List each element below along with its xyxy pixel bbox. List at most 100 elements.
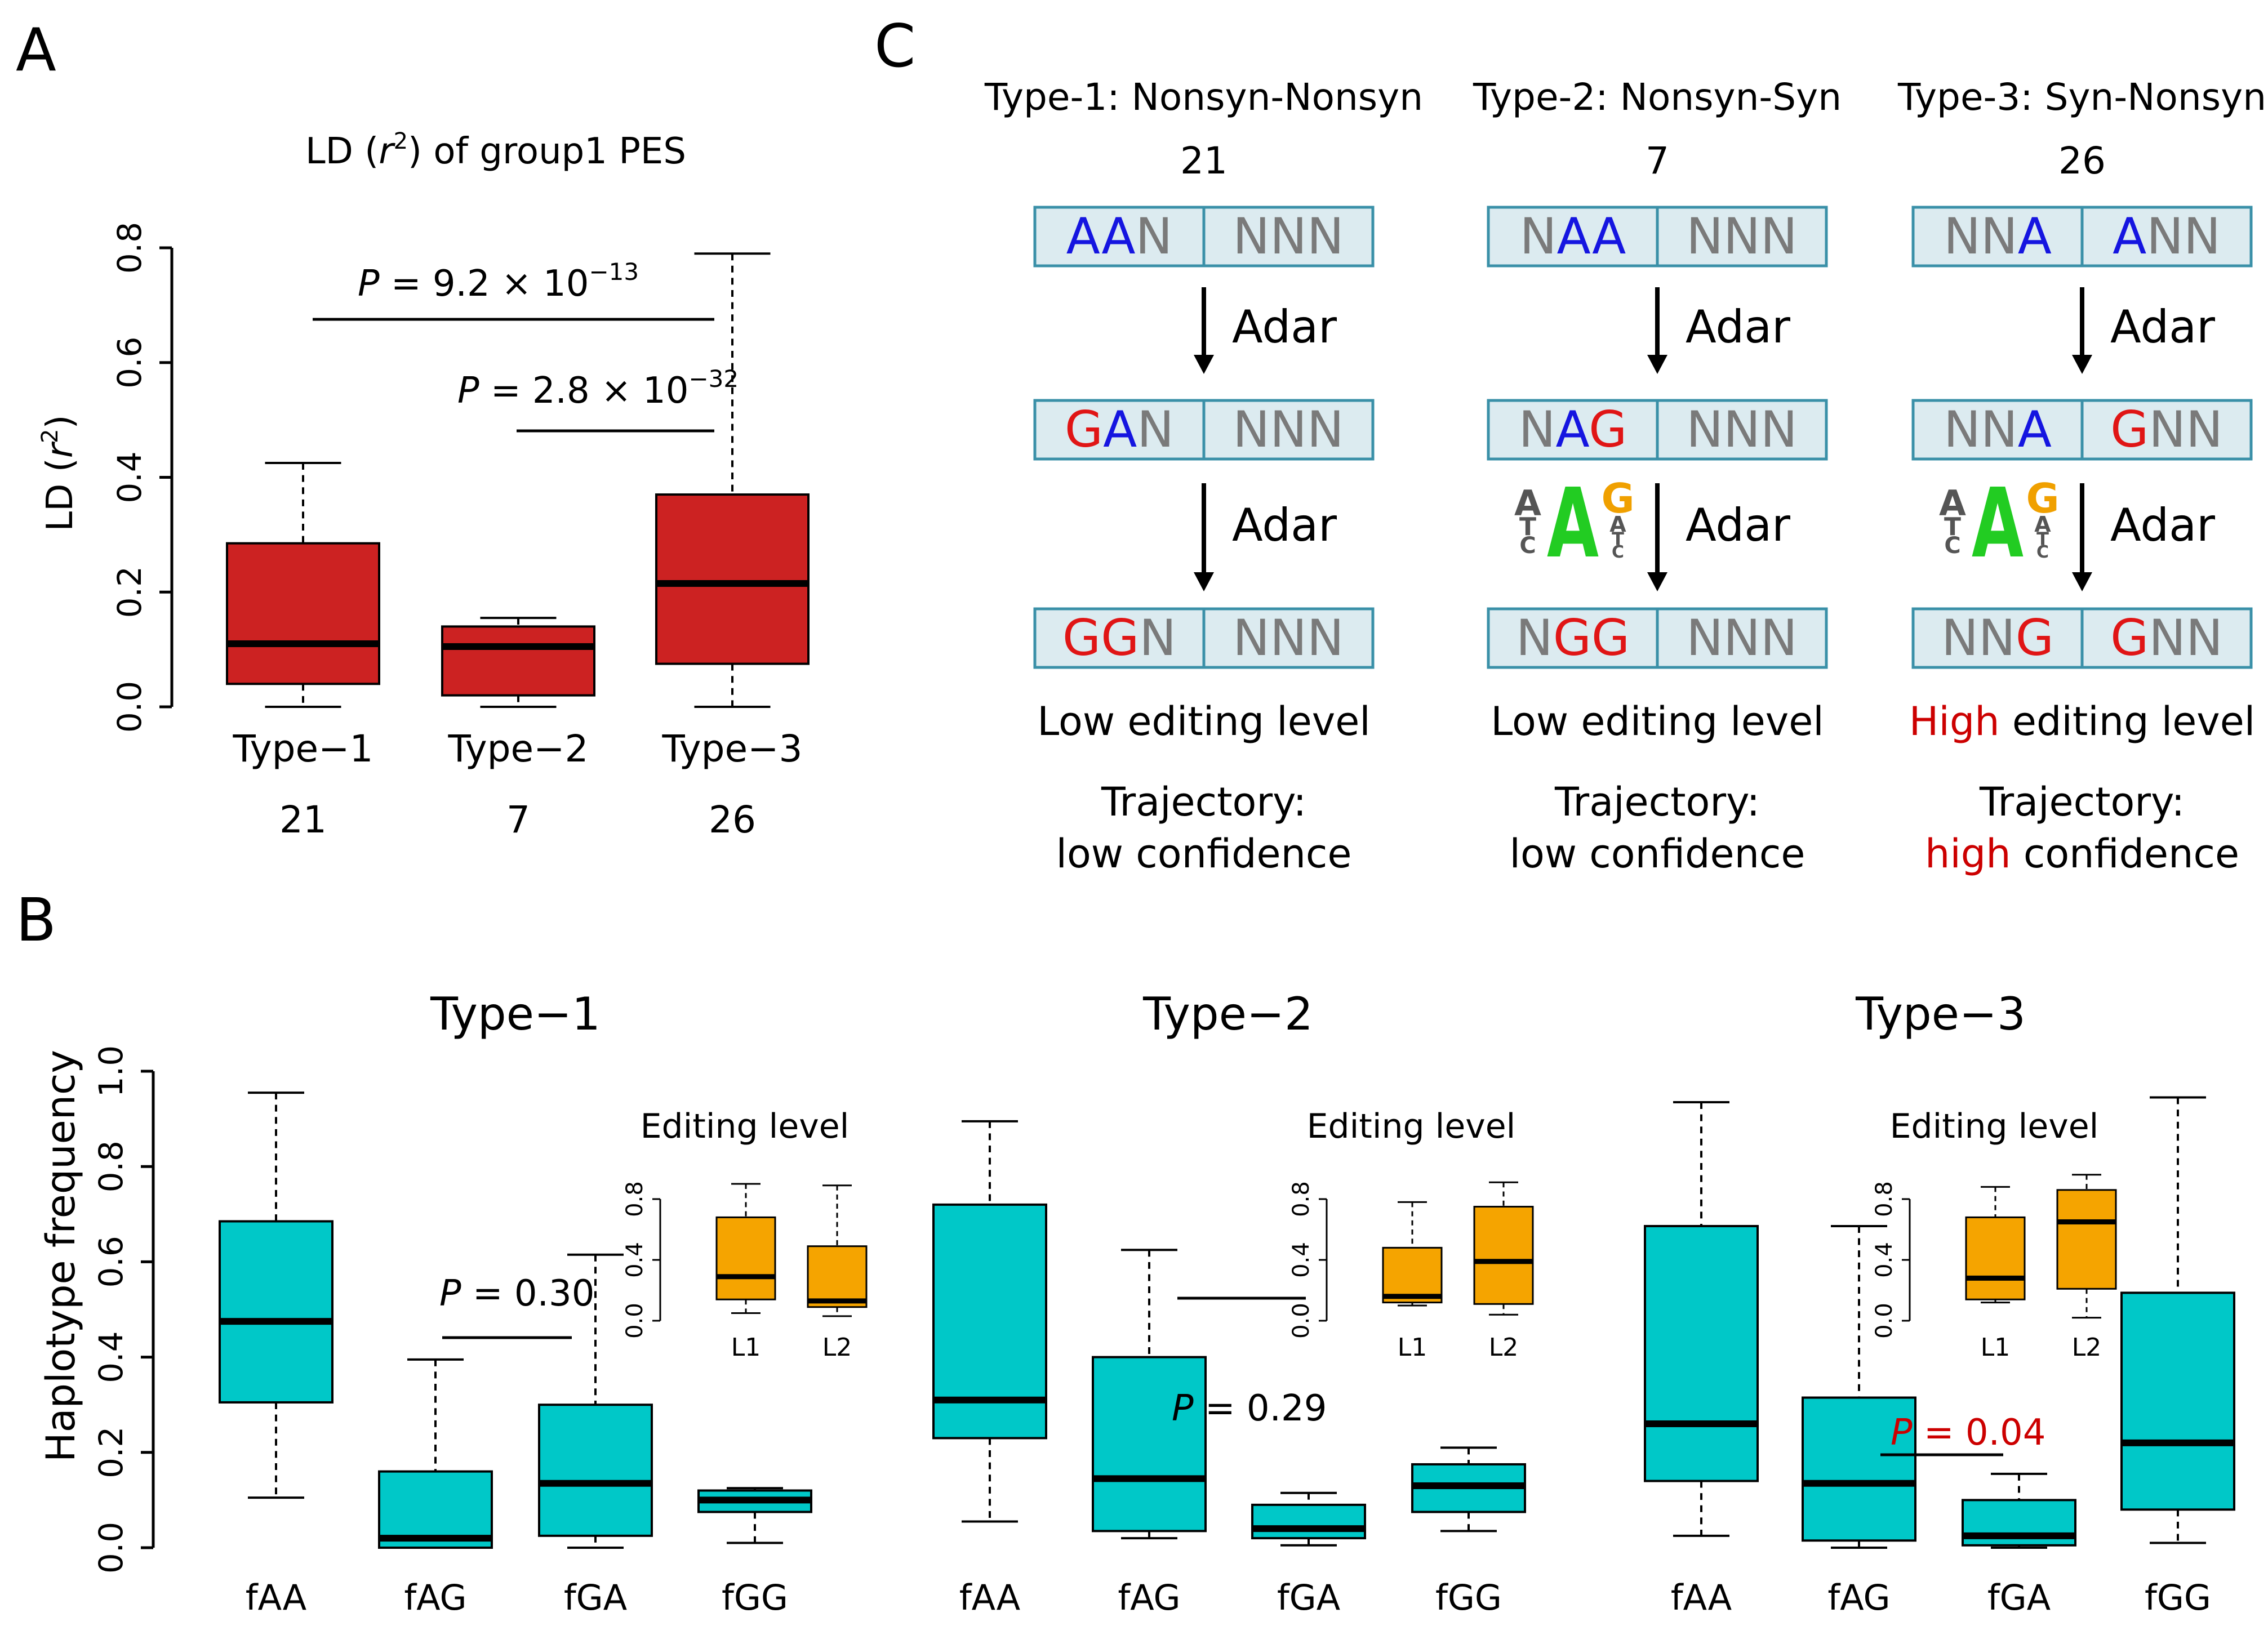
panel-b-s1-inset-y-label-1: 0.4 <box>622 1242 648 1278</box>
panel-b-s3-box-4 <box>2120 1096 2235 1544</box>
panel-a-box-3 <box>655 252 810 708</box>
panel-a-title: LD (r2) of group1 PES <box>305 128 686 172</box>
panel-c-col-1-trajectory-title: Trajectory: <box>1101 779 1306 825</box>
panel-b-y-tick-label-4: 0.8 <box>92 1141 130 1192</box>
panel-b-s1-category-4: fGG <box>722 1577 788 1618</box>
panel-c-col-2-arrow-2-label: Adar <box>1686 499 1790 551</box>
panel-a-iqr-2 <box>441 625 595 697</box>
panel-b-s2-category-4: fGG <box>1435 1577 1502 1618</box>
panel-b-subplot-1: Type−1 fAA fAG fGA fGG P = 0.30 Editing level 0… <box>219 988 868 1618</box>
panel-c-col-3-arrow-1 <box>2072 287 2092 374</box>
panel-c-col-3-logo-left-top: A <box>1939 483 1966 524</box>
panel-c-col-1-count: 21 <box>1180 139 1228 182</box>
panel-b-subplot-3: Type−3 fAA fAG fGA fGG P = 0.04 Editing level 0… <box>1644 988 2235 1618</box>
panel-b-s3-iqr-1 <box>1644 1224 1759 1482</box>
panel-b-s3-inset-iqr-1 <box>1965 1216 2026 1300</box>
panel-c-col-3-logo-left-mid: T <box>1944 513 1961 541</box>
panel-a-iqr-3 <box>655 493 810 665</box>
panel-b-y-tick-label-5: 1.0 <box>92 1045 130 1097</box>
panel-b-s2-box-1 <box>932 1120 1047 1523</box>
panel-c-col-1-seq-row-3-left-cell <box>1033 607 1206 669</box>
panel-c-col-2-seq-row-2-right-codon: NNN <box>1686 400 1797 458</box>
panel-c-col-1-seq-row-2-right-codon: NNN <box>1233 400 1344 458</box>
panel-c-col-1-arrow-2-head <box>1194 572 1214 591</box>
panel-a-y-tick-label-1: 0.2 <box>110 566 149 618</box>
panel-c-col-2-logo-left-mid: T <box>1519 513 1536 541</box>
panel-b-s3-iqr-4 <box>2120 1291 2235 1511</box>
panel-b-s2-inset-y-label-1: 0.4 <box>1288 1242 1314 1278</box>
panel-c-col-3-seq-row-3-left-codon: NNG <box>1941 609 2054 667</box>
panel-c-col-1-seq-row-3-right-cell <box>1202 607 1375 669</box>
panel-b-s1-inset-box-2 <box>807 1184 868 1317</box>
panel-b-s3-inset-y-label-2: 0.8 <box>1871 1181 1897 1217</box>
panel-b-s1-inset-iqr-2 <box>807 1245 868 1308</box>
panel-b-s1-inset-y-label-0: 0.0 <box>622 1303 648 1339</box>
panel-a-pvalue-2: P = 2.8 × 10−32 <box>457 365 739 433</box>
panel-c-col-3-seq-row-3: NNG GNN <box>1911 607 2253 669</box>
panel-c-col-2-logo-right-2: A <box>1609 512 1626 537</box>
panel-c-col-3-arrow-2-head <box>2072 572 2092 591</box>
panel-b-s3-inset-title: Editing level <box>1890 1107 2099 1146</box>
panel-b-s3-box-2 <box>1802 1224 1916 1549</box>
panel-c-col-2-editing-level: Low editing level <box>1491 698 1824 745</box>
panel-a-pvalue-1-text: P = 9.2 × 10−13 <box>358 258 639 305</box>
panel-c-col-1-seq-row-1-right-codon: NNN <box>1233 207 1344 265</box>
panel-c-col-2-arrow-1-head <box>1647 355 1667 374</box>
panel-c-col-1-seq-row-1-right-cell <box>1202 206 1375 268</box>
panel-c-col-3-arrow-1-label: Adar <box>2110 301 2215 353</box>
panel-b-s1-box-2 <box>378 1358 493 1549</box>
panel-b-s1-category-1: fAA <box>246 1577 306 1618</box>
panel-c-col-3-count: 26 <box>2058 139 2106 182</box>
panel-c-col-2-logo-right-top: G <box>1601 475 1634 522</box>
panel-b-s2-pvalue: P = 0.29 <box>1172 1388 1327 1429</box>
panel-b-subplot-2: Type−2 fAA fAG fGA fGG P = 0.29 Editing level 0… <box>932 988 1534 1618</box>
panel-c-col-1-editing-level: Low editing level <box>1037 698 1370 745</box>
panel-b-s3-box-1 <box>1644 1101 1759 1537</box>
panel-b-subplot-title-3: Type−3 <box>1855 988 2026 1040</box>
panel-b-y-tick-label-3: 0.6 <box>92 1236 130 1287</box>
panel-c-column-2: Type-2: Nonsyn-Syn 7 NAA NNN NAG NNN NGG NNN Ada… <box>1473 75 1842 877</box>
panel-c-col-3-seq-row-3-right-cell <box>2080 607 2253 669</box>
panel-b-s1-inset: Editing level 0.0 0.4 0.8 L1 L2 <box>622 1107 868 1362</box>
panel-a-category-3: Type−3 <box>662 727 803 770</box>
panel-a-category-1: Type−1 <box>233 727 373 770</box>
panel-c-col-3-logo-right-2: A <box>2034 512 2051 537</box>
panel-letter-c: C <box>874 12 915 81</box>
panel-b-s2-inset-category-2: L2 <box>1489 1333 1519 1362</box>
panel-b-s3-inset-category-1: L1 <box>1981 1333 2011 1362</box>
panel-b-s3-category-3: fGA <box>1987 1577 2051 1618</box>
panel-c-col-2-seq-row-3-right-cell <box>1656 607 1828 669</box>
panel-b-y-tick-label-1: 0.2 <box>92 1427 130 1478</box>
panel-b-s3-inset-box-2 <box>2056 1174 2117 1319</box>
panel-a-y-tick-label-2: 0.4 <box>110 451 149 503</box>
panel-b-y-tick-label-2: 0.4 <box>92 1331 130 1383</box>
panel-c-col-2-seq-row-1-right-codon: NNN <box>1686 207 1797 265</box>
panel-c-col-3-seq-row-2-right-cell <box>2080 399 2253 461</box>
panel-b-s3-inset-category-2: L2 <box>2072 1333 2102 1362</box>
panel-c-col-2-logo-right-3: T <box>1612 528 1624 550</box>
panel-c-col-1-seq-row-2-right-cell <box>1202 399 1375 461</box>
panel-b-s1-iqr-3 <box>538 1404 653 1537</box>
panel-c-col-1-title: Type-1: Nonsyn-Nonsyn <box>984 75 1423 119</box>
panel-c-col-3-seq-row-1-right-cell <box>2080 206 2253 268</box>
panel-b-s2-category-1: fAA <box>959 1577 1020 1618</box>
panel-c-col-3-seq-row-1-left-cell <box>1911 206 2084 268</box>
panel-b-s3-inset-iqr-2 <box>2056 1189 2117 1290</box>
panel-a-box-2 <box>441 617 595 708</box>
panel-c-col-3-seq-row-1-right-codon: ANN <box>2113 207 2221 265</box>
panel-c-col-3-seq-row-1: NNA ANN <box>1911 206 2253 268</box>
panel-c-col-1-arrow-2 <box>1194 483 1214 591</box>
panel-a-pvalue-1: P = 9.2 × 10−13 <box>313 258 714 321</box>
panel-c-col-2-trajectory-title: Trajectory: <box>1554 779 1760 825</box>
panel-a-chart: 0.0 0.2 0.4 0.6 0.8 Type−1 21 Type−2 7 Type−3 26 <box>110 222 810 841</box>
panel-c-col-3-trajectory-title: Trajectory: <box>1979 779 2185 825</box>
panel-a-y-tick-label-0: 0.0 <box>110 681 149 733</box>
panel-b-subplot-title-2: Type−2 <box>1142 988 1313 1040</box>
panel-a-count-2: 7 <box>506 798 530 841</box>
panel-b-s2-inset-y-label-0: 0.0 <box>1288 1303 1314 1339</box>
panel-b-s2-category-2: fAG <box>1118 1577 1180 1618</box>
panel-b-s3-category-2: fAG <box>1827 1577 1890 1618</box>
